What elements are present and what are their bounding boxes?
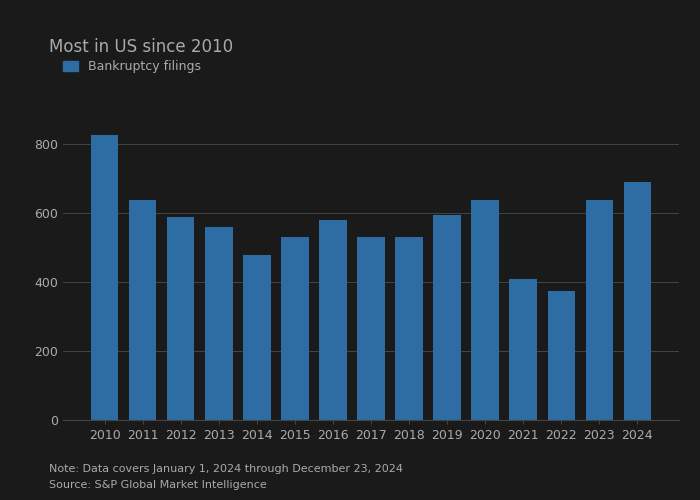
Bar: [510, 280, 537, 420]
Text: Most in US since 2010: Most in US since 2010: [49, 38, 233, 56]
Bar: [357, 238, 385, 420]
Bar: [243, 254, 271, 420]
Bar: [624, 182, 651, 420]
Bar: [586, 200, 613, 420]
Text: Source: S&P Global Market Intelligence: Source: S&P Global Market Intelligence: [49, 480, 267, 490]
Bar: [547, 291, 575, 420]
Bar: [319, 220, 346, 420]
Bar: [129, 200, 156, 420]
Bar: [471, 200, 499, 420]
Bar: [205, 227, 232, 420]
Bar: [167, 217, 195, 420]
Bar: [395, 238, 423, 420]
Bar: [281, 238, 309, 420]
Text: Note: Data covers January 1, 2024 through December 23, 2024: Note: Data covers January 1, 2024 throug…: [49, 464, 403, 474]
Bar: [433, 215, 461, 420]
Legend: Bankruptcy filings: Bankruptcy filings: [63, 60, 201, 74]
Bar: [91, 135, 118, 420]
